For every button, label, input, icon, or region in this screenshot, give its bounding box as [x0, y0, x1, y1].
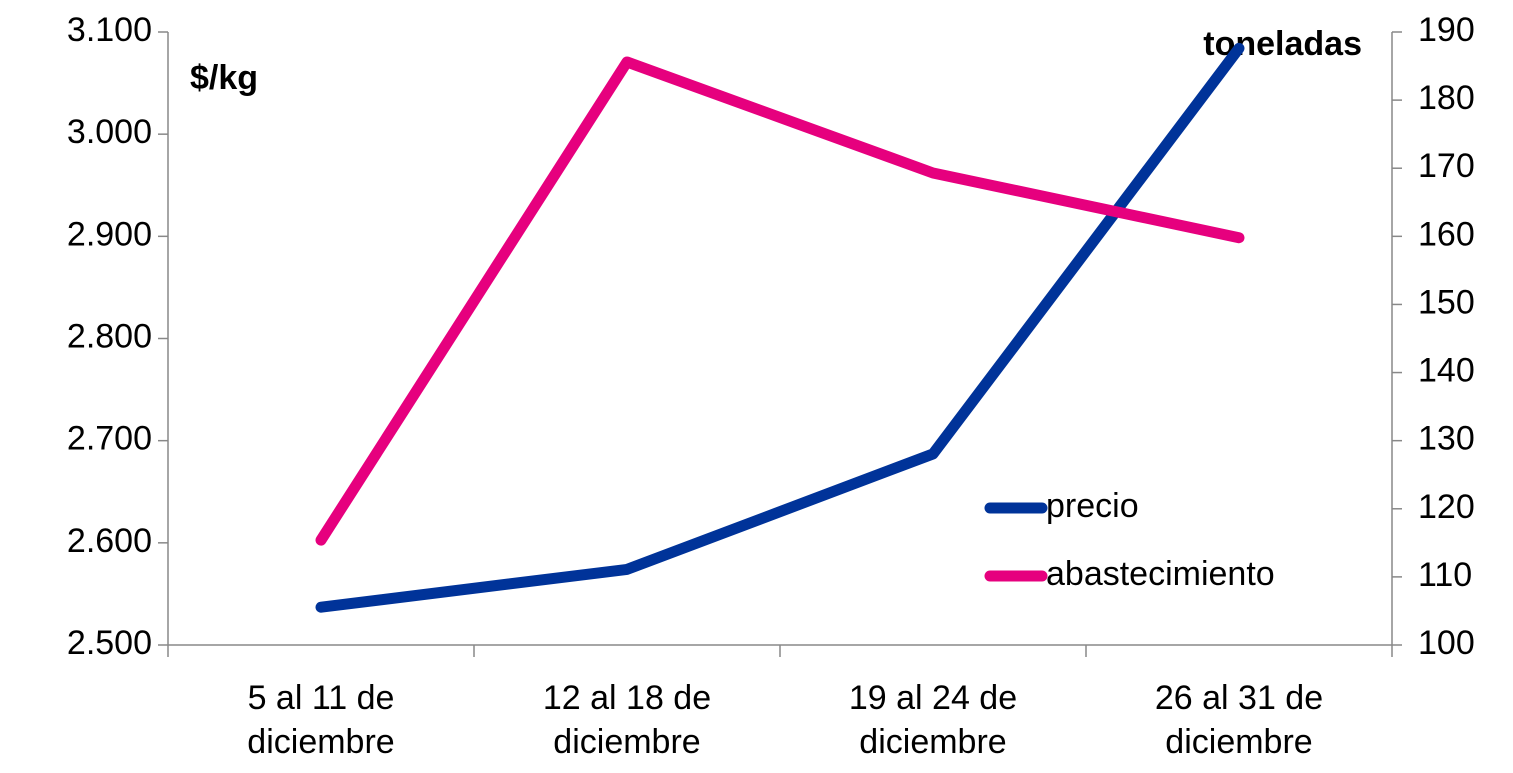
y-tick-label: 3.000 — [67, 113, 152, 151]
y-tick-label: 3.100 — [67, 11, 152, 49]
y2-tick-label: 130 — [1418, 420, 1475, 458]
y2-tick-label: 180 — [1418, 79, 1475, 117]
y2-tick-label: 110 — [1418, 556, 1472, 594]
y2-tick-label: 160 — [1418, 215, 1475, 253]
y-tick-label: 2.900 — [67, 215, 152, 253]
line — [315, 56, 1245, 546]
x-tick-label: 26 al 31 de diciembre — [1154, 679, 1324, 761]
x-tick-label: 12 al 18 de diciembre — [542, 679, 712, 761]
x-tick-label: 19 al 24 de diciembre — [848, 679, 1018, 761]
y-tick-label: 2.600 — [67, 522, 152, 560]
y-tick-label: 2.500 — [67, 624, 152, 662]
y2-tick-label: 100 — [1418, 624, 1475, 662]
y2-tick-label: 140 — [1418, 352, 1475, 390]
y2-tick-label: 120 — [1418, 488, 1475, 526]
legend-label: abastecimiento — [1046, 555, 1275, 593]
line — [315, 42, 1245, 613]
legend-label: precio — [1046, 487, 1139, 525]
y-tick-label: 2.800 — [67, 317, 152, 355]
y2-tick-label: 190 — [1418, 11, 1475, 49]
x-tick-label: 5 al 11 de diciembre — [247, 679, 395, 761]
y2-tick-label: 150 — [1418, 283, 1475, 321]
y-axis-label: $/kg — [190, 59, 258, 97]
y2-tick-label: 170 — [1418, 147, 1475, 185]
y-tick-label: 2.700 — [67, 420, 152, 458]
